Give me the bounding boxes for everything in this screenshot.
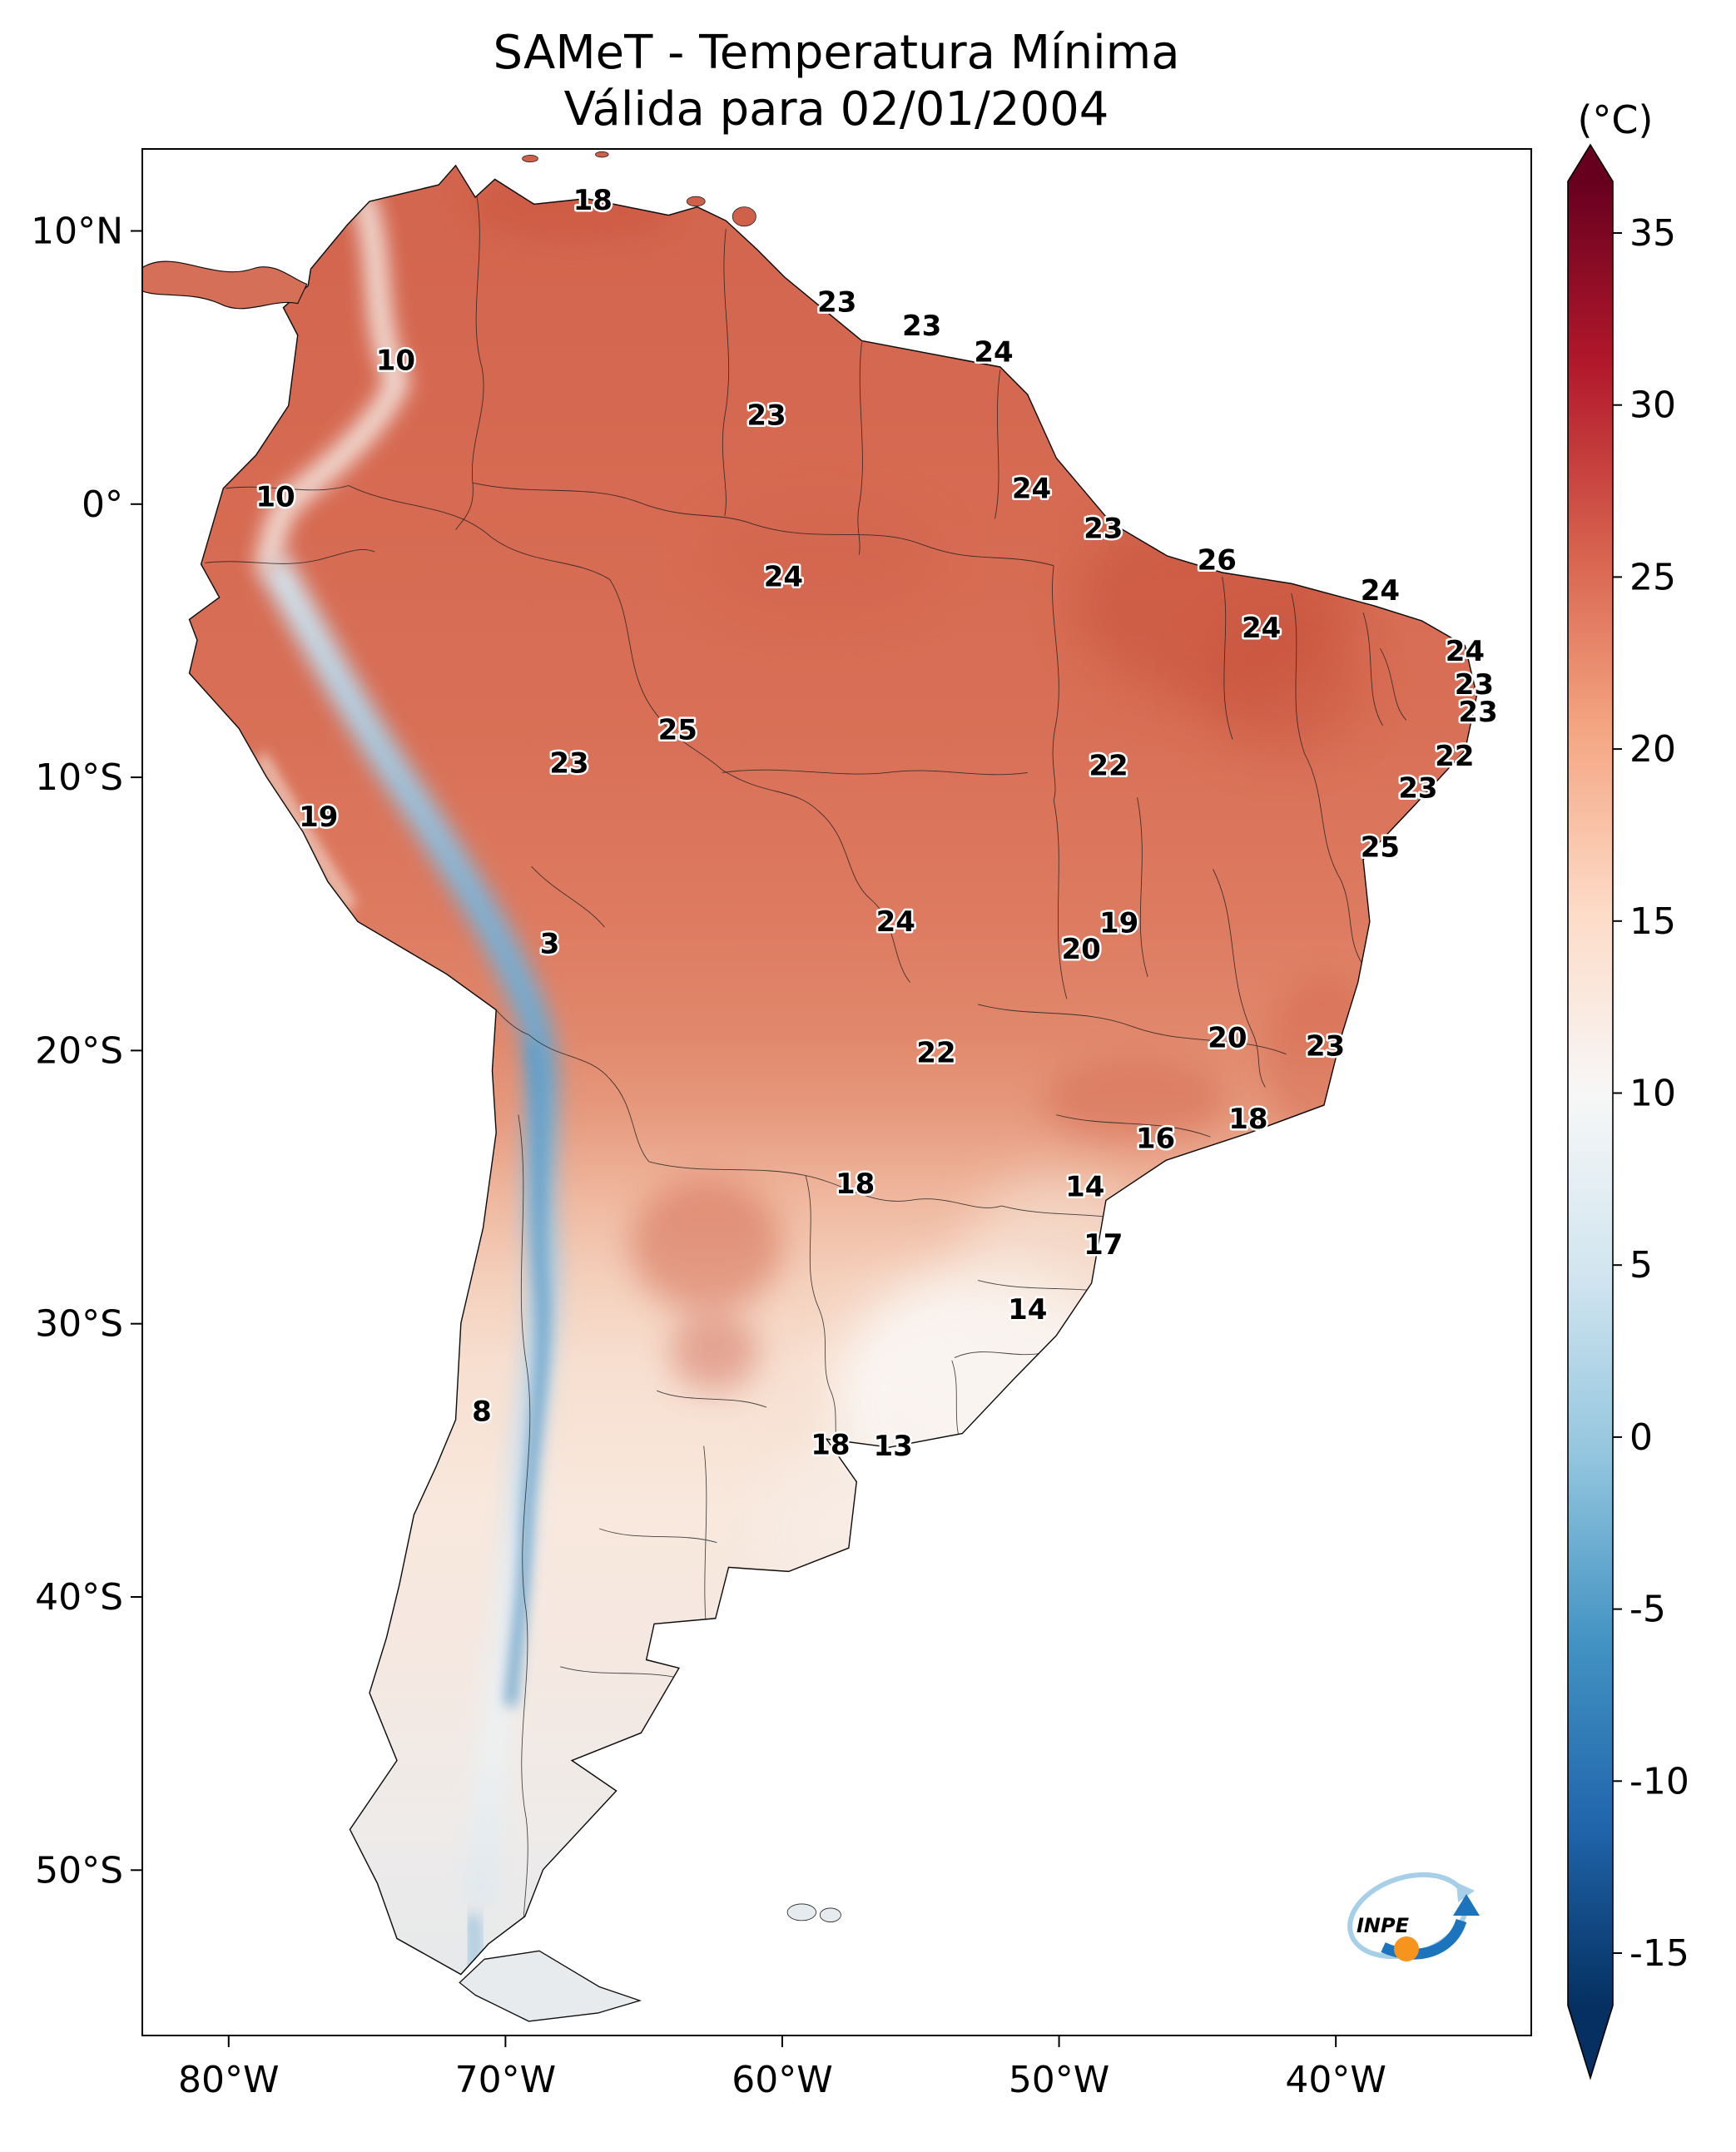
colorbar-bottom-arrow	[1568, 2006, 1613, 2078]
lat-tick-label: 50°S	[35, 1849, 123, 1892]
temp-label: 25	[1361, 831, 1400, 865]
temp-label: 10	[376, 344, 415, 377]
colorbar-tick-label: 15	[1629, 900, 1676, 943]
temp-label: 20	[1208, 1021, 1247, 1054]
colorbar-tick-label: -10	[1629, 1760, 1689, 1802]
temp-label: 24	[1242, 612, 1281, 645]
colorbar-tick-label: 35	[1629, 212, 1676, 255]
inpe-logo: INPE	[1347, 1872, 1480, 1961]
temperature-field	[189, 165, 1477, 1975]
lat-tick-label: 10°S	[35, 756, 123, 799]
lon-tick-label: 70°W	[455, 2059, 557, 2101]
temp-label: 18	[1228, 1103, 1267, 1136]
figure-title-line2: Válida para 02/01/2004	[564, 82, 1109, 136]
lon-tick-label: 40°W	[1285, 2059, 1386, 2101]
lon-tick-label: 50°W	[1009, 2059, 1110, 2101]
inpe-globe-icon	[1394, 1936, 1419, 1961]
temp-label: 22	[1089, 750, 1128, 783]
panama-strip	[141, 260, 308, 310]
colorbar-unit-label: (°C)	[1577, 97, 1653, 142]
lon-tick-label: 60°W	[732, 2059, 833, 2101]
temp-label: 23	[902, 310, 941, 343]
temp-label: 23	[817, 286, 856, 320]
temp-label: 17	[1084, 1228, 1123, 1262]
temp-label: 14	[1065, 1170, 1104, 1203]
state-borders	[205, 181, 1407, 1968]
andes-north-band	[255, 189, 410, 575]
temp-label: 3	[540, 928, 560, 961]
temp-label: 24	[764, 561, 803, 594]
temp-label: 23	[1458, 696, 1497, 729]
tierra-del-fuego	[459, 1950, 642, 2022]
temp-label: 23	[1306, 1029, 1345, 1063]
temp-label: 19	[299, 801, 338, 834]
temp-label: 24	[1012, 472, 1051, 505]
colorbar-tick-label: 20	[1629, 728, 1676, 771]
temp-label: 24	[1446, 635, 1485, 668]
temp-label: 18	[573, 184, 613, 217]
map-plot	[141, 151, 1478, 2022]
colorbar-outline	[1567, 143, 1614, 2080]
lat-tick-label: 20°S	[35, 1029, 123, 1072]
colorbar-tick-label: -15	[1629, 1932, 1689, 1975]
temp-label: 10	[255, 480, 295, 513]
temp-label: 25	[658, 714, 697, 747]
temp-label: 20	[1061, 933, 1100, 966]
temp-label: 13	[874, 1430, 913, 1463]
temp-label: 23	[549, 746, 588, 780]
lat-tick-label: 40°S	[35, 1576, 123, 1619]
colorbar-tick-label: 10	[1629, 1073, 1676, 1115]
temp-label: 26	[1198, 544, 1237, 578]
temp-label: 24	[1361, 574, 1400, 607]
colorbar: 35 30 25 20 15 10 5 0 -5 -10 -15 (°C)	[1567, 97, 1689, 2080]
colorbar-ticks: 35 30 25 20 15 10 5 0 -5 -10 -15	[1613, 212, 1689, 1975]
figure-title-line1: SAMeT - Temperatura Mínima	[493, 26, 1179, 80]
colorbar-tick-label: 30	[1629, 384, 1676, 427]
inpe-logo-text: INPE	[1357, 1914, 1410, 1937]
temp-label: 16	[1136, 1122, 1175, 1155]
axis-layer: 10°N 0° 10°S 20°S 30°S 40°S 50°S 80°W 70°W 60°W 50…	[31, 210, 1386, 2101]
islands	[522, 151, 841, 1922]
colorbar-gradient	[1568, 181, 1613, 2006]
temp-label: 19	[1099, 907, 1138, 940]
temp-label: 22	[1435, 740, 1474, 773]
temp-label: 14	[1008, 1293, 1047, 1326]
temp-label: 24	[876, 905, 915, 939]
colorbar-tick-label: -5	[1629, 1589, 1666, 1631]
temp-label: 18	[836, 1168, 875, 1201]
temp-label: 23	[1084, 513, 1123, 546]
temp-label: 23	[1455, 668, 1494, 702]
inpe-orbit-arrowhead-icon	[1456, 1882, 1475, 1902]
colorbar-tick-label: 5	[1629, 1244, 1653, 1287]
temp-label: 18	[811, 1428, 850, 1461]
lat-tick-label: 30°S	[35, 1303, 123, 1346]
lat-tick-label: 10°N	[31, 210, 123, 252]
colorbar-tick-label: 25	[1629, 556, 1676, 598]
colorbar-tick-label: 0	[1629, 1416, 1653, 1459]
temp-label: 8	[472, 1396, 492, 1429]
temp-label: 22	[916, 1037, 955, 1070]
lat-tick-label: 0°	[82, 483, 123, 526]
temp-label: 23	[1398, 771, 1437, 805]
plot-border	[141, 148, 1532, 2036]
colorbar-top-arrow	[1568, 145, 1613, 181]
temp-label: 24	[974, 335, 1013, 369]
lon-tick-label: 80°W	[178, 2059, 280, 2101]
temp-label: 23	[746, 399, 786, 433]
